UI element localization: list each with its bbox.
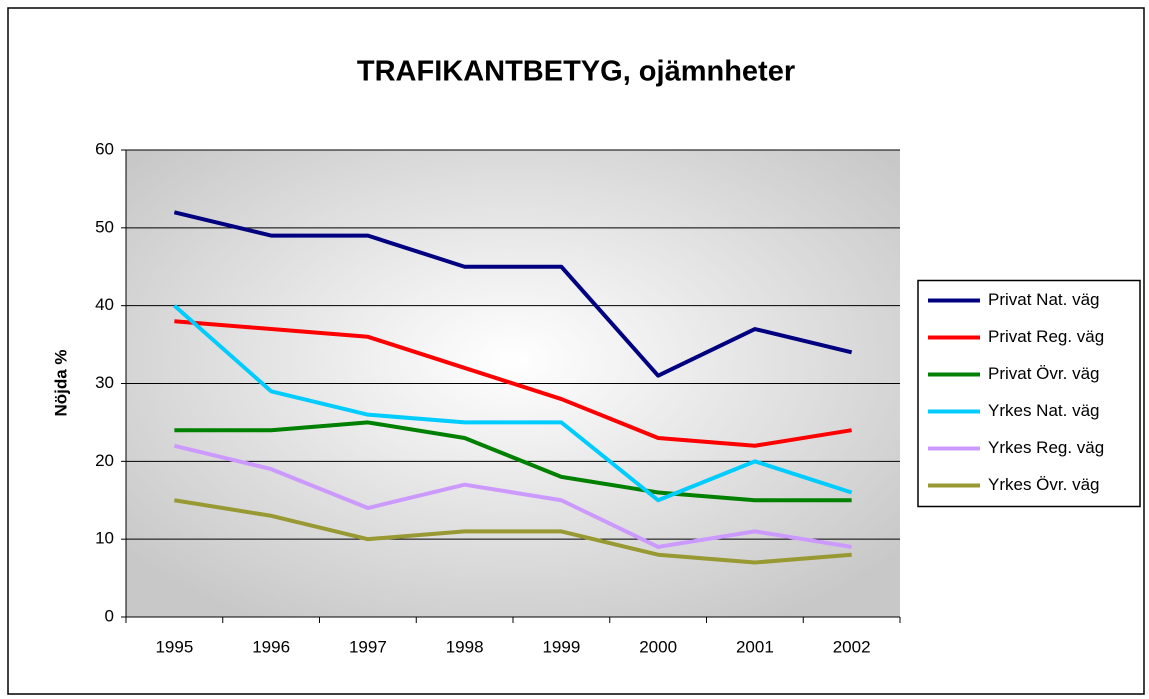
y-tick-label: 50	[95, 217, 114, 236]
x-tick-label: 2001	[736, 637, 774, 656]
y-axis-label: Nöjda %	[51, 349, 70, 416]
x-tick-label: 1997	[349, 637, 387, 656]
legend-label: Privat Reg. väg	[988, 327, 1104, 346]
x-tick-label: 2002	[833, 637, 871, 656]
legend-box	[917, 279, 1141, 508]
x-tick-label: 2000	[639, 637, 677, 656]
chart-title: TRAFIKANTBETYG, ojämnheter	[357, 56, 795, 88]
x-tick-label: 1998	[446, 637, 484, 656]
y-tick-label: 20	[95, 451, 114, 470]
y-tick-label: 40	[95, 295, 114, 314]
legend-label: Privat Nat. väg	[988, 290, 1100, 309]
series-line	[174, 420, 852, 503]
legend-label: Yrkes Övr. väg	[988, 475, 1099, 494]
legend-label: Privat Övr. väg	[988, 364, 1099, 383]
x-tick-label: 1996	[252, 637, 290, 656]
y-tick-label: 30	[95, 373, 114, 392]
series-line	[174, 319, 852, 448]
series-line	[173, 304, 853, 503]
y-tick-label: 60	[95, 139, 114, 158]
series-line	[174, 498, 852, 565]
series-line	[173, 443, 852, 549]
x-tick-label: 1999	[542, 637, 580, 656]
y-tick-label: 10	[95, 529, 114, 548]
legend-label: Yrkes Nat. väg	[988, 401, 1100, 420]
x-tick-label: 1995	[155, 637, 193, 656]
series-line	[173, 210, 853, 378]
legend-label: Yrkes Reg. väg	[988, 438, 1104, 457]
y-tick-label: 0	[105, 606, 114, 625]
